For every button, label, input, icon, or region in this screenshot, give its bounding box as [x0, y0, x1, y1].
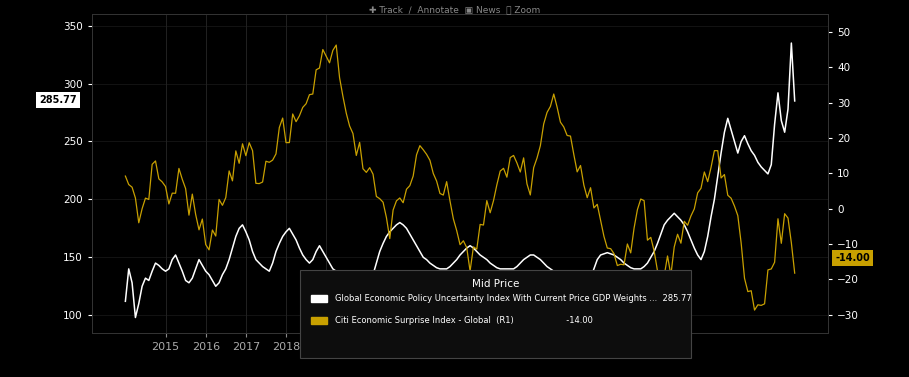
Text: Mid Price: Mid Price [472, 279, 519, 289]
Text: Citi Economic Surprise Index - Global  (R1)                    -14.00: Citi Economic Surprise Index - Global (R… [335, 316, 593, 325]
Text: ✚ Track  ∕  Annotate  ▣ News  🔍 Zoom: ✚ Track ∕ Annotate ▣ News 🔍 Zoom [369, 6, 540, 15]
Text: 285.77: 285.77 [39, 95, 76, 105]
Text: Global Economic Policy Uncertainty Index With Current Price GDP Weights ...  285: Global Economic Policy Uncertainty Index… [335, 294, 691, 303]
Text: -14.00: -14.00 [835, 253, 870, 263]
